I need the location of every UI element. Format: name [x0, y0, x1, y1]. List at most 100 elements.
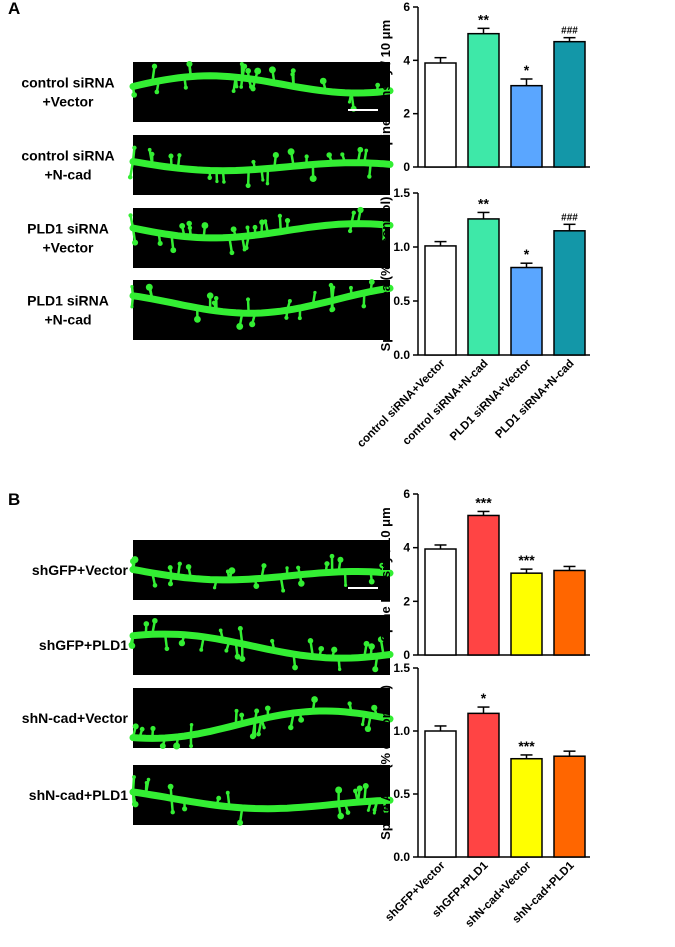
micrograph [133, 765, 390, 825]
spine-head [228, 567, 236, 575]
spine-head [235, 85, 239, 89]
spine-head [379, 562, 385, 569]
spine-head [178, 639, 186, 647]
spine-head [285, 566, 289, 570]
bar [424, 62, 457, 168]
spine-head [249, 321, 256, 328]
spine-head [362, 783, 369, 789]
spine-head [245, 68, 251, 74]
spine [264, 219, 270, 235]
spine [226, 791, 231, 809]
spine-head [356, 785, 363, 792]
spine [129, 214, 135, 230]
spine-head [256, 731, 261, 737]
significance-label: ### [561, 26, 578, 37]
spine-head [167, 565, 173, 571]
spine-head [372, 666, 379, 673]
spine-head [239, 655, 246, 662]
spine-head [347, 701, 352, 706]
spine-head [298, 580, 305, 587]
spine-head [132, 801, 139, 808]
spine-head [367, 174, 372, 179]
spine-head [146, 777, 151, 782]
spine-head [130, 284, 134, 289]
spine-head [337, 556, 344, 563]
bar [510, 266, 543, 356]
spine-head [318, 645, 325, 652]
bar [553, 40, 586, 168]
spine-head [357, 146, 364, 153]
spine-head [168, 153, 174, 159]
bar [424, 548, 457, 656]
bar [467, 712, 500, 858]
spine-head [199, 647, 204, 652]
spine-head [239, 712, 245, 718]
spine-head [372, 811, 376, 815]
spine-head [345, 810, 351, 815]
row-label: +Vector [43, 240, 95, 256]
spine-head [131, 556, 139, 564]
spine-head [277, 213, 283, 219]
spine-head [237, 626, 243, 632]
row-label: +Vector [43, 94, 95, 110]
spine-head [132, 723, 139, 730]
spine [373, 799, 379, 815]
significance-label: * [524, 62, 530, 78]
significance-label: ** [478, 195, 489, 211]
bar [424, 245, 457, 356]
spine-head [329, 553, 335, 559]
spine-head [170, 247, 177, 254]
spine-head [349, 285, 353, 290]
y-tick-label: 4 [403, 541, 410, 555]
spine-head [259, 219, 265, 226]
spine-head [347, 228, 353, 234]
spine [343, 570, 347, 587]
spine-head [328, 282, 334, 288]
row-label: PLD1 siRNA [27, 293, 109, 309]
spine [221, 169, 226, 184]
row-label: PLD1 siRNA [27, 221, 109, 237]
spine-head [177, 561, 182, 566]
spine-head [183, 85, 188, 90]
spine-head [382, 237, 386, 241]
spine-head [253, 734, 257, 738]
y-tick-label: 2 [403, 107, 410, 121]
y-tick-label: 0 [403, 160, 410, 174]
spine-head [245, 225, 250, 230]
spine-head [132, 775, 136, 779]
spine-head [309, 175, 317, 183]
spine [151, 65, 156, 84]
spine-head [215, 179, 219, 184]
spine-head [268, 66, 276, 74]
spine-head [152, 617, 158, 624]
spine-head [364, 725, 372, 733]
spine-head [261, 178, 265, 182]
spine-head [225, 790, 230, 795]
spine-head [361, 303, 367, 309]
spine-head [245, 297, 251, 302]
spine-head [179, 222, 186, 229]
row-label: shN-cad+PLD1 [29, 787, 128, 803]
dendrite [129, 72, 394, 97]
spine-head [331, 646, 338, 653]
spine-head [337, 812, 344, 820]
y-tick-label: 0.5 [393, 294, 410, 308]
spine-head [288, 724, 294, 731]
spine-head [347, 100, 352, 104]
y-tick-label: 6 [403, 487, 410, 501]
y-tick-label: 1.0 [393, 724, 410, 738]
spine [368, 161, 372, 178]
spine-head [236, 322, 244, 330]
spine-head [351, 210, 356, 215]
spine [329, 283, 334, 302]
spine-head [239, 85, 244, 89]
spine-head [307, 638, 314, 644]
spine-head [298, 716, 305, 723]
spine-head [281, 588, 286, 593]
spine-head [130, 305, 134, 309]
spine-head [292, 664, 298, 671]
bar [467, 32, 500, 168]
dendrite [129, 788, 394, 813]
spine-head [132, 239, 139, 246]
